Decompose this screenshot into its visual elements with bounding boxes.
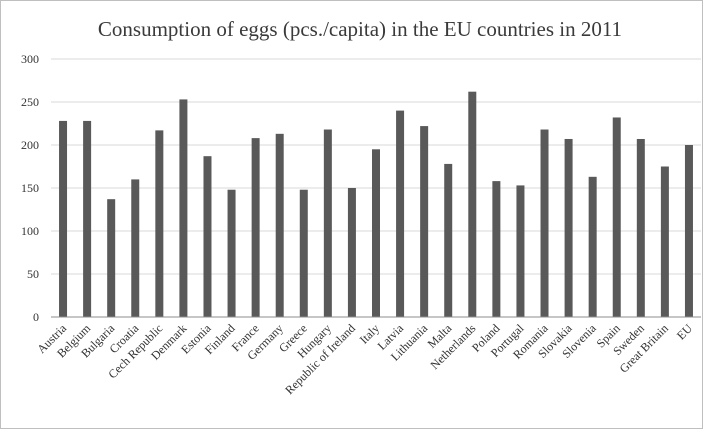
y-tick-label: 150 — [21, 181, 39, 195]
bar — [564, 138, 573, 317]
bar — [347, 188, 356, 317]
y-tick-label: 0 — [33, 310, 39, 324]
y-tick-label: 100 — [21, 224, 39, 238]
bar — [179, 99, 188, 317]
bar — [251, 138, 260, 317]
bars — [59, 91, 693, 318]
bar — [59, 120, 68, 317]
bar — [540, 129, 549, 317]
bar — [588, 176, 597, 317]
bar — [516, 185, 525, 317]
bar — [155, 130, 164, 317]
bar — [227, 189, 236, 317]
y-tick-label: 200 — [21, 138, 39, 152]
bar — [131, 179, 140, 317]
bar — [492, 181, 501, 317]
x-tick-label: EU — [674, 321, 695, 342]
bar — [275, 133, 284, 317]
bar — [203, 156, 212, 317]
bar — [636, 138, 645, 317]
y-tick-label: 250 — [21, 95, 39, 109]
bar — [420, 126, 429, 317]
bar — [468, 91, 477, 318]
bar — [83, 120, 92, 317]
bar — [684, 145, 693, 317]
bar — [612, 117, 621, 317]
chart-title: Consumption of eggs (pcs./capita) in the… — [98, 17, 622, 41]
y-tick-label: 50 — [27, 267, 39, 281]
bar — [444, 163, 453, 317]
bar — [299, 189, 308, 317]
bar — [107, 199, 116, 317]
bar — [323, 129, 332, 317]
bar — [660, 166, 669, 317]
bar — [396, 110, 405, 317]
y-tick-label: 300 — [21, 52, 39, 66]
bar — [372, 149, 380, 317]
y-axis-tick-labels: 0 50 100 150 200 250 300 — [21, 52, 39, 324]
